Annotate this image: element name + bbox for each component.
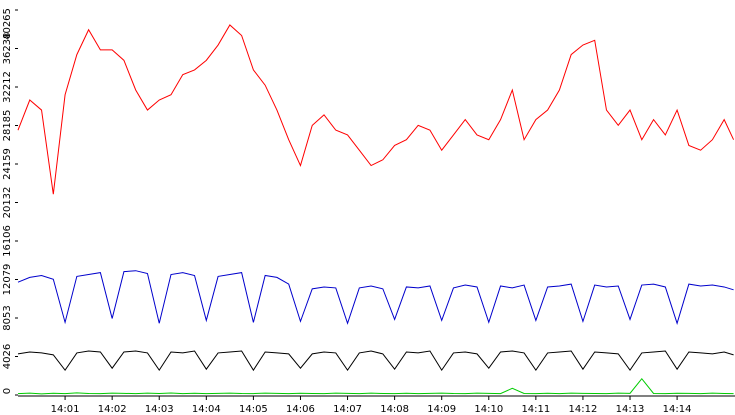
- y-tick-label: 32212: [2, 71, 13, 103]
- x-tick-label: 14:03: [145, 404, 174, 415]
- series-line: [17, 377, 734, 395]
- x-tick-label: 14:07: [333, 404, 362, 415]
- y-tick-label: 40265: [2, 8, 13, 40]
- series-line: [17, 24, 735, 195]
- series-line: [17, 270, 734, 325]
- x-tick-label: 14:12: [569, 404, 598, 415]
- y-tick-label: 16106: [2, 225, 13, 257]
- x-tick-label: 14:06: [286, 404, 315, 415]
- x-tick-label: 14:01: [51, 404, 80, 415]
- y-tick-label: 20132: [2, 187, 13, 219]
- x-tick-label: 14:08: [380, 404, 409, 415]
- x-tick-label: 14:13: [616, 404, 645, 415]
- x-tick-label: 14:09: [427, 404, 456, 415]
- y-tick-label: 8053: [2, 305, 13, 330]
- y-tick-label: 4026: [2, 344, 13, 369]
- x-tick-label: 14:14: [663, 404, 692, 415]
- y-tick-label: 36238: [2, 33, 13, 65]
- y-tick-label: 28185: [2, 110, 13, 142]
- x-tick-label: 14:11: [521, 404, 550, 415]
- x-tick-label: 14:02: [98, 404, 127, 415]
- y-tick-label: 24159: [2, 148, 13, 180]
- x-tick-label: 14:04: [192, 404, 221, 415]
- x-tick-label: 14:05: [239, 404, 268, 415]
- y-tick-label: 12079: [2, 264, 13, 296]
- series-line: [17, 350, 734, 372]
- y-tick-label: 0: [2, 388, 13, 394]
- x-tick-label: 14:10: [474, 404, 503, 415]
